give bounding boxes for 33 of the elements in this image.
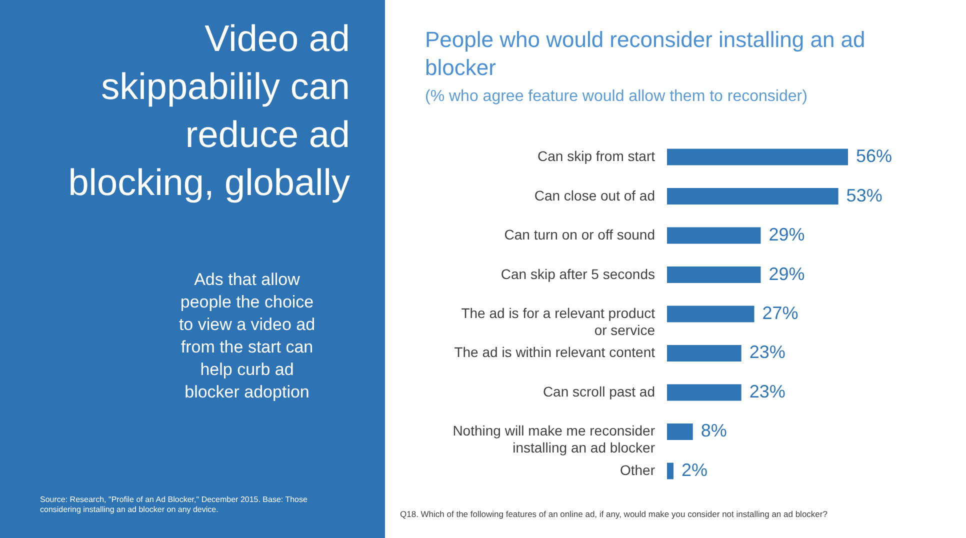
y-tick-label: Can close out of ad (534, 187, 655, 204)
data-label: 29% (768, 264, 805, 284)
y-tick-label: Nothing will make me reconsider installing an ad blocker (452, 422, 656, 456)
text: Q18. Which of the following features of an online ad, if any, would make you consider not installing an ad blocker? (400, 509, 828, 519)
data-label: 23% (749, 381, 786, 402)
data-label: 2% (681, 460, 708, 480)
chart-title: People who would reconsider installing an ad blocker (425, 27, 866, 80)
y-tick-label: Can turn on or off sound (504, 226, 655, 243)
data-label: 23% (749, 342, 786, 362)
y-tick-label: The ad is for a relevant product or service (461, 305, 656, 338)
y-tick-label: Other (620, 462, 656, 478)
data-label: 8% (700, 420, 727, 441)
bar (667, 227, 761, 244)
bar (667, 188, 838, 205)
chart-subtitle: (% who agree feature would allow them to reconsider) (425, 88, 808, 105)
bar (667, 384, 742, 401)
data-label: 56% (856, 146, 892, 166)
text: Ads that allow people the choice to view a video ad from the start can help curb ad blocker adoption (178, 270, 316, 402)
bar (667, 423, 693, 440)
y-tick-label: The ad is within relevant content (454, 344, 656, 360)
bar (667, 266, 761, 283)
bar (667, 345, 742, 362)
y-tick-label: Can scroll past ad (542, 383, 655, 400)
source-note: Source: Research, "Profile of an Ad Blocker," December 2015. Base: Those considering installing an ad blocker on any device. (40, 495, 308, 514)
data-label: 27% (762, 303, 798, 323)
bar (667, 462, 674, 480)
y-tick-label: Can skip after 5 seconds (500, 266, 655, 282)
text: Video ad skippabilily can reduce ad blocking, globally (68, 18, 350, 203)
bar (667, 148, 848, 166)
bar (667, 306, 754, 322)
y-tick-label: Can skip from start (538, 148, 656, 164)
data-label: 53% (846, 185, 882, 206)
data-label: 29% (768, 224, 805, 245)
